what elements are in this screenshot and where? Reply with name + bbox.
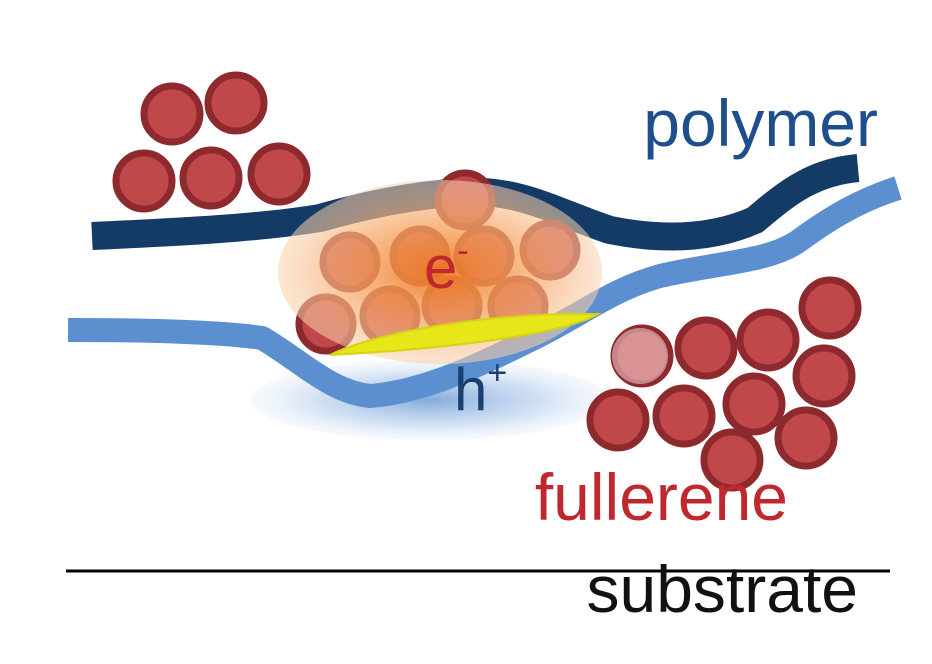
fullerene-ball: [700, 428, 764, 492]
fullerene-ball: [792, 344, 856, 408]
fullerene-label: fullerene: [535, 460, 788, 534]
electron-label-base: e: [424, 234, 457, 301]
fullerene-ball: [204, 71, 268, 135]
electron-label-charge: -: [457, 232, 468, 270]
fullerene-ball: [652, 384, 716, 448]
hole-label-base: h: [454, 356, 487, 423]
polymer-label: polymer: [643, 86, 878, 160]
fullerene-ball-faded: [612, 328, 668, 384]
fullerene-cluster-bottom-right: [586, 276, 862, 492]
fullerene-ball: [179, 146, 243, 210]
fullerene-ball: [140, 82, 204, 146]
electron-label: e-: [424, 232, 469, 301]
fullerene-ball: [774, 406, 838, 470]
fullerene-ball: [736, 308, 800, 372]
interface-highlight: [329, 312, 602, 356]
fullerene-ball: [586, 388, 650, 452]
hole-label: h+: [454, 354, 507, 423]
fullerene-ball: [798, 276, 862, 340]
hole-label-charge: +: [487, 354, 507, 392]
fullerene-cluster-top-left: [112, 71, 311, 213]
fullerene-ball: [112, 149, 176, 213]
fullerene-ball: [247, 142, 311, 206]
substrate-label: substrate: [587, 552, 858, 626]
fullerene-ball: [674, 316, 738, 380]
fullerene-ball: [722, 372, 786, 436]
